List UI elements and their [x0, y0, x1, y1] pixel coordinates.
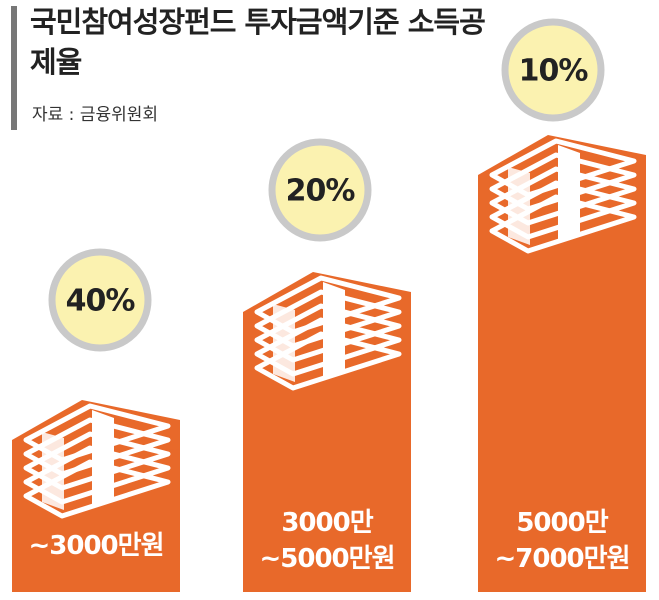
source-note: 자료 : 금융위원회 — [32, 105, 159, 125]
category-label: 3000만 ~5000만원 — [259, 508, 396, 574]
bar — [478, 175, 646, 592]
category-label: 5000만 ~7000만원 — [494, 508, 631, 574]
bill — [23, 459, 171, 519]
bill-band — [42, 432, 64, 510]
bill — [254, 331, 402, 391]
bill-band — [273, 304, 295, 382]
bill — [489, 194, 637, 254]
category-label: ~3000만원 — [28, 531, 165, 561]
rate-label: 10% — [519, 54, 589, 89]
chart-title: 국민참여성장펀드 투자금액기준 소득공제율 — [30, 5, 486, 79]
rate-circle — [48, 248, 152, 352]
bill-band — [92, 410, 114, 506]
rate-circle — [501, 18, 605, 122]
rate-label: 20% — [286, 174, 356, 209]
accent-rule — [11, 6, 17, 130]
bill-band — [323, 282, 345, 378]
bill-band — [558, 145, 580, 241]
bill-band — [508, 167, 530, 245]
rate-label: 40% — [66, 284, 136, 319]
rate-circle — [268, 138, 372, 242]
